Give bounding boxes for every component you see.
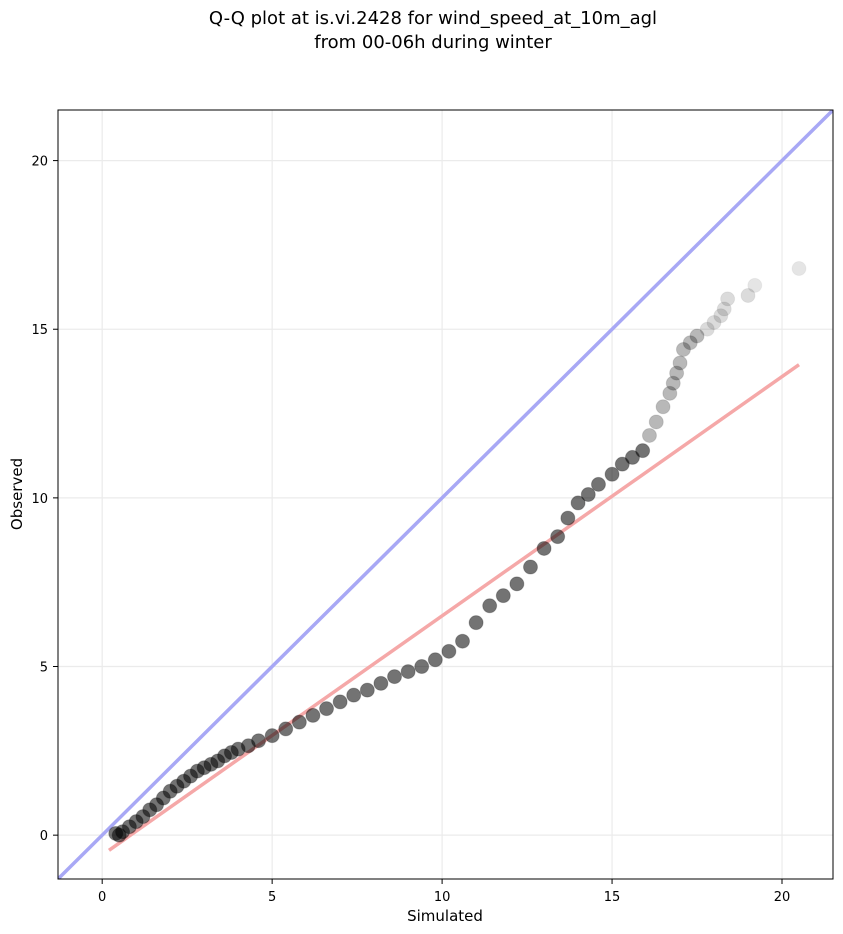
data-point [441,643,457,659]
data-point [251,733,267,749]
y-tick-label: 10 [31,492,48,507]
data-point [468,615,484,631]
data-point [791,261,807,277]
data-point [641,427,657,443]
y-axis-label: Observed [8,458,26,530]
x-tick-label: 20 [774,890,791,905]
data-point [359,682,375,698]
data-point [291,714,307,730]
chart-title-line-2: from 00-06h during winter [314,32,552,53]
data-point [655,399,671,415]
data-point [699,321,715,337]
data-point [614,456,630,472]
x-tick-label: 10 [434,890,451,905]
data-point [570,495,586,511]
data-point [536,540,552,556]
data-point [264,728,280,744]
data-point [454,633,470,649]
data-point [278,721,294,737]
data-point [604,466,620,482]
data-point [509,576,525,592]
data-point [672,355,688,371]
data-point [305,707,321,723]
data-points [108,261,807,843]
data-point [713,308,729,324]
data-point [373,675,389,691]
y-tick-label: 0 [40,829,48,844]
y-axis-ticks: 0 5 10 15 20 [31,155,58,844]
data-point [495,588,511,604]
data-point [635,443,651,459]
data-point [669,365,685,381]
data-point [319,701,335,717]
data-point [662,385,678,401]
grid-lines [58,110,833,879]
data-point [560,510,576,526]
x-tick-label: 0 [98,890,106,905]
data-point [522,559,538,575]
data-point [665,375,681,391]
data-point [346,687,362,703]
y-tick-label: 20 [31,155,48,170]
data-point [482,598,498,614]
data-point [706,314,722,330]
data-point [682,335,698,351]
data-point [740,288,756,304]
plot-frame [57,109,834,880]
data-point [332,694,348,710]
identity-line [58,110,833,879]
data-point [414,659,430,675]
chart-title-line-1: Q-Q plot at is.vi.2428 for wind_speed_at… [209,8,657,29]
data-point [747,277,763,293]
data-point [720,291,736,307]
data-point [624,449,640,465]
data-point [590,476,606,492]
data-point [427,652,443,668]
data-point [387,669,403,685]
y-tick-label: 5 [40,661,48,676]
data-point [580,487,596,502]
x-tick-label: 5 [268,890,276,905]
data-point [716,301,732,317]
x-axis-ticks: 0 5 10 15 20 [98,879,790,905]
data-point [400,664,416,680]
data-point [675,341,691,357]
reference-lines [58,110,833,879]
data-point [550,529,566,545]
x-axis-label: Simulated [407,907,483,925]
data-point [648,414,664,430]
data-point [689,328,705,344]
fit-line [107,363,801,852]
y-tick-label: 15 [31,323,48,338]
x-tick-label: 15 [604,890,621,905]
